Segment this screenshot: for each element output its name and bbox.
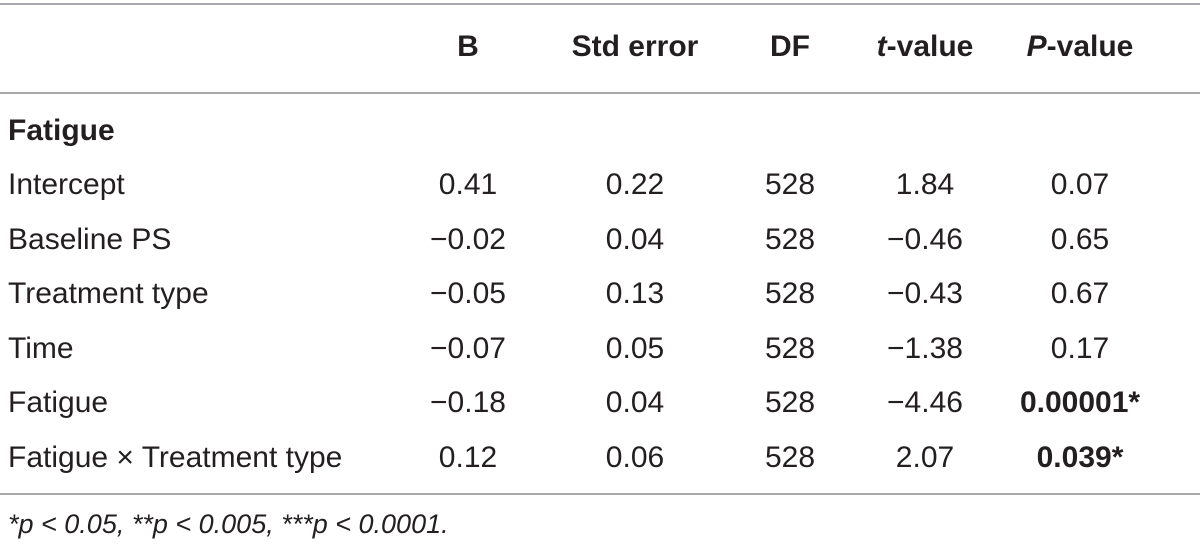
row-label: Fatigue — [8, 386, 109, 419]
column-header-b: B — [457, 30, 479, 63]
t-value-italic-t: t — [876, 30, 887, 63]
cell-t-value: −0.43 — [887, 277, 963, 310]
column-header-df: DF — [770, 30, 810, 63]
cell-df: 528 — [764, 277, 816, 310]
cell-p-value: 0.00001* — [1019, 386, 1141, 419]
column-header-p-value: P-value — [1005, 27, 1155, 67]
p-value-italic-p: P — [1026, 30, 1047, 63]
cell-std-error: 0.13 — [605, 277, 665, 310]
table-row: Fatigue × Treatment type 0.12 0.06 528 2.07 0… — [0, 438, 1200, 478]
cell-p-value: 0.07 — [1050, 168, 1110, 201]
cell-std-error: 0.05 — [605, 331, 665, 365]
cell-std-error: 0.06 — [605, 440, 665, 474]
p-value-suffix: -value — [1046, 30, 1134, 63]
table-top-rule — [0, 3, 1200, 5]
table-bottom-rule — [0, 493, 1200, 495]
cell-df: 528 — [764, 331, 816, 365]
section-title-fatigue: Fatigue — [8, 114, 115, 147]
table-row: Baseline PS −0.02 0.04 528 −0.46 0.65 — [0, 220, 1200, 260]
row-label: Fatigue × Treatment type — [8, 440, 343, 474]
header-divider-rule — [0, 92, 1200, 94]
cell-p-value: 0.65 — [1050, 222, 1110, 256]
cell-b: −0.05 — [430, 277, 506, 310]
cell-std-error: 0.22 — [605, 168, 665, 201]
cell-std-error: 0.04 — [605, 222, 665, 256]
cell-p-value: 0.67 — [1050, 277, 1110, 310]
t-value-suffix: -value — [886, 30, 974, 63]
table-footnote: *p < 0.05, **p < 0.005, ***p < 0.0001. — [8, 509, 449, 539]
row-label: Time — [8, 331, 74, 365]
cell-p-value: 0.17 — [1050, 331, 1110, 365]
cell-t-value: −0.46 — [887, 222, 963, 256]
column-header-t-value: t-value — [850, 27, 1000, 67]
cell-std-error: 0.04 — [605, 386, 665, 419]
cell-t-value: −1.38 — [887, 331, 963, 365]
cell-df: 528 — [764, 168, 816, 201]
cell-b: −0.02 — [430, 222, 506, 256]
row-label: Treatment type — [8, 277, 209, 310]
cell-p-value: 0.039* — [1036, 440, 1124, 474]
cell-df: 528 — [764, 386, 816, 419]
table-row: Time −0.07 0.05 528 −1.38 0.17 — [0, 329, 1200, 369]
cell-b: 0.12 — [438, 440, 498, 474]
table-row: Intercept 0.41 0.22 528 1.84 0.07 — [0, 165, 1200, 205]
cell-df: 528 — [764, 222, 816, 256]
cell-b: −0.18 — [430, 386, 506, 419]
cell-t-value: 2.07 — [895, 440, 955, 474]
cell-t-value: 1.84 — [895, 168, 955, 201]
row-label: Baseline PS — [8, 222, 172, 256]
row-label: Intercept — [8, 168, 125, 201]
column-header-std-error: Std error — [571, 30, 699, 63]
table-row: Fatigue −0.18 0.04 528 −4.46 0.00001* — [0, 383, 1200, 423]
cell-df: 528 — [764, 440, 816, 474]
table-row: Treatment type −0.05 0.13 528 −0.43 0.67 — [0, 274, 1200, 314]
cell-b: 0.41 — [438, 168, 498, 201]
cell-b: −0.07 — [430, 331, 506, 365]
cell-t-value: −4.46 — [887, 386, 963, 419]
